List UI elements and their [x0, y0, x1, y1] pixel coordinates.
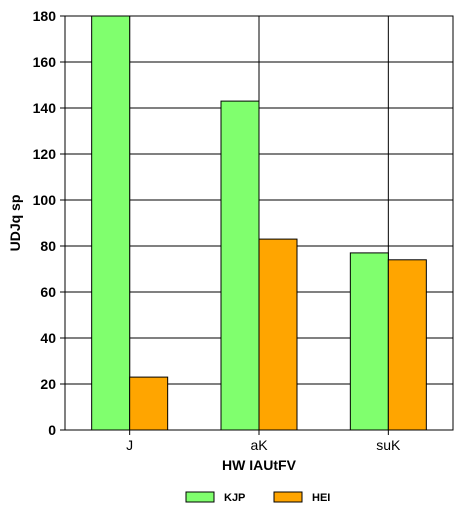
legend-label: KJP	[224, 492, 245, 504]
y-tick-label: 100	[33, 192, 57, 208]
legend: KJP HEI	[185, 491, 330, 504]
y-tick-label: 80	[40, 238, 56, 254]
y-tick-label: 20	[40, 376, 56, 392]
y-tick-label: 120	[33, 146, 57, 162]
x-tick-label: suK	[376, 437, 401, 453]
bars	[91, 15, 427, 431]
y-tick-label: 0	[48, 422, 56, 438]
bar-series2-2	[387, 259, 427, 431]
y-axis-ticks: 0 20 40 60 80 100 120 140 160 180	[33, 8, 65, 438]
y-tick-label: 140	[33, 100, 57, 116]
x-axis-title: HW IAUtFV	[222, 457, 297, 473]
bar-series2-0	[129, 376, 169, 431]
y-tick-label: 160	[33, 54, 57, 70]
bar-series2-1	[258, 238, 298, 431]
legend-swatch	[273, 491, 303, 503]
bar-series1-2	[349, 252, 389, 431]
legend-swatch	[185, 491, 215, 503]
bar-series1-1	[220, 100, 260, 431]
x-tick-label: aK	[250, 437, 268, 453]
y-tick-label: 40	[40, 330, 56, 346]
y-tick-label: 180	[33, 8, 57, 24]
y-tick-label: 60	[40, 284, 56, 300]
y-axis-title: UDJq sp	[7, 195, 23, 252]
x-tick-label: J	[126, 437, 133, 453]
bar-series1-0	[91, 15, 131, 431]
legend-label: HEI	[312, 492, 330, 504]
